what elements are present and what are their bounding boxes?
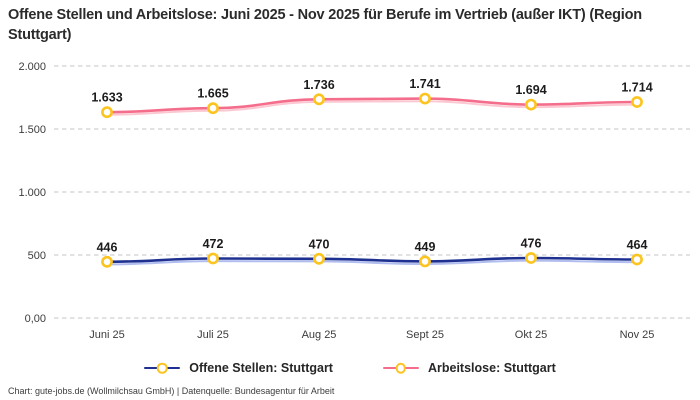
data-point-marker	[525, 252, 537, 264]
x-axis-tick-label: Okt 25	[515, 329, 547, 341]
data-point-marker	[207, 102, 219, 115]
data-point-label: 446	[97, 240, 118, 254]
data-point-marker	[631, 96, 643, 108]
data-point-marker	[419, 255, 431, 268]
series-line	[105, 256, 639, 264]
data-point-label: 1.633	[91, 91, 122, 105]
y-axis-tick-label: 1.000	[18, 187, 46, 199]
legend: Offene Stellen: Stuttgart Arbeitslose: S…	[0, 361, 700, 375]
y-axis-tick-label: 0,00	[25, 313, 46, 325]
y-axis-tick-label: 2.000	[18, 61, 46, 73]
legend-item-offene-stellen: Offene Stellen: Stuttgart	[144, 361, 333, 375]
y-axis-tick-label: 500	[28, 250, 46, 262]
legend-item-arbeitslose: Arbeitslose: Stuttgart	[382, 361, 556, 375]
y-axis-tick-label: 1.500	[18, 124, 46, 136]
x-axis-tick-label: Juli 25	[197, 329, 229, 341]
legend-swatch-offene-stellen	[144, 362, 181, 375]
data-point-marker	[525, 98, 537, 111]
data-point-marker	[631, 253, 643, 266]
data-point-label: 1.714	[621, 81, 652, 95]
data-point-label: 1.694	[515, 83, 546, 97]
data-point-label: 1.741	[409, 77, 440, 91]
data-point-label: 1.665	[197, 87, 228, 101]
data-point-label: 464	[627, 238, 648, 252]
data-point-marker	[419, 92, 431, 105]
legend-marker-icon	[156, 362, 168, 374]
chart-footer-attribution: Chart: gute-jobs.de (Wollmilchsau GmbH) …	[8, 386, 335, 396]
x-axis-tick-label: Juni 25	[89, 329, 124, 341]
data-point-marker	[207, 252, 219, 265]
x-axis-tick-label: Nov 25	[620, 329, 655, 341]
series-line-shadow	[106, 259, 637, 266]
legend-marker-icon	[395, 362, 407, 374]
legend-label-arbeitslose: Arbeitslose: Stuttgart	[427, 361, 556, 375]
data-point-label: 470	[309, 237, 330, 251]
data-point-marker	[101, 106, 113, 119]
x-axis-tick-label: Sept 25	[406, 329, 444, 341]
chart-title: Offene Stellen und Arbeitslose: Juni 202…	[8, 7, 642, 43]
legend-label-offene-stellen: Offene Stellen: Stuttgart	[189, 361, 333, 375]
data-point-label: 1.736	[303, 78, 334, 92]
data-point-marker	[313, 252, 325, 265]
data-point-marker	[101, 255, 113, 268]
data-point-label: 449	[415, 240, 436, 254]
series-line-shadow	[106, 100, 637, 116]
x-axis-tick-label: Aug 25	[302, 329, 337, 341]
data-point-label: 472	[203, 237, 224, 251]
series-line	[105, 97, 639, 114]
legend-swatch-arbeitslose	[382, 362, 419, 375]
data-point-label: 476	[521, 237, 542, 251]
data-point-marker	[313, 93, 325, 106]
